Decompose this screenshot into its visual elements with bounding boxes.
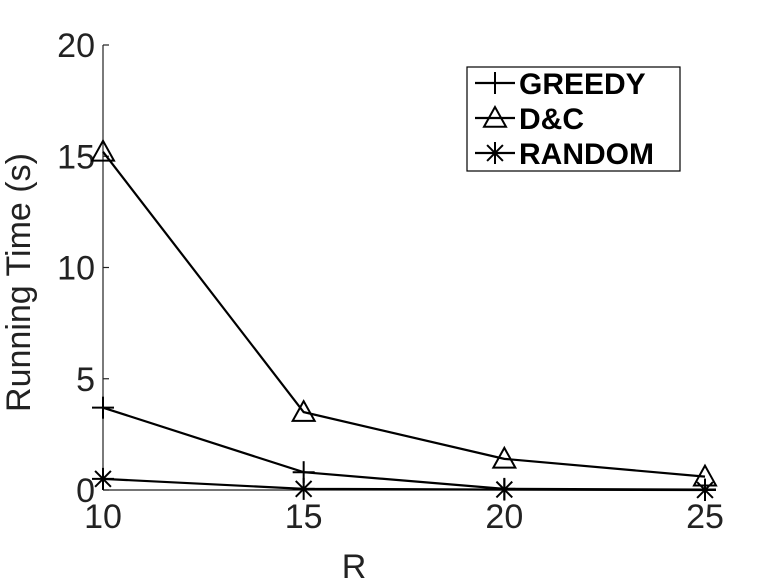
legend-entry: D&C	[475, 103, 584, 136]
series-plus	[92, 396, 716, 501]
data-point-asterisk	[92, 467, 114, 490]
legend-marker-asterisk	[484, 142, 506, 164]
series-line	[102, 151, 706, 478]
series-triangle	[90, 138, 718, 487]
y-tick-label: 0	[76, 472, 95, 510]
x-tick-label: 10	[84, 498, 122, 536]
legend-marker-triangle	[482, 104, 508, 128]
data-point-asterisk	[292, 477, 315, 500]
data-point-triangle	[491, 445, 518, 469]
data-point-asterisk	[493, 478, 516, 501]
y-tick-label: 5	[76, 361, 95, 399]
legend-label: GREEDY	[519, 68, 646, 101]
y-ticks: 0 5 10 15 20	[57, 27, 109, 510]
data-point-triangle	[90, 138, 116, 162]
data-point-plus	[92, 396, 114, 419]
legend-label: RANDOM	[519, 138, 654, 171]
data-point-triangle	[290, 399, 317, 422]
x-tick-label: 15	[285, 498, 323, 536]
x-tick-label: 25	[686, 498, 724, 536]
y-tick-label: 20	[57, 27, 95, 65]
legend-entry: RANDOM	[475, 138, 654, 171]
series-line	[102, 477, 706, 492]
plot-area	[90, 138, 718, 501]
legend-marker-plus	[484, 72, 506, 94]
y-tick-label: 15	[57, 138, 95, 176]
series-line	[102, 406, 706, 491]
x-ticks: 10 15 20 25	[84, 484, 724, 536]
data-point-asterisk	[694, 479, 716, 501]
y-axis-label: Running Time (s)	[0, 153, 38, 412]
legend-label: D&C	[519, 103, 584, 136]
legend-entry: GREEDY	[475, 68, 646, 101]
y-tick-label: 10	[57, 250, 95, 288]
x-axis-label: R	[342, 548, 367, 584]
x-tick-label: 20	[485, 498, 523, 536]
series-asterisk	[92, 467, 716, 501]
